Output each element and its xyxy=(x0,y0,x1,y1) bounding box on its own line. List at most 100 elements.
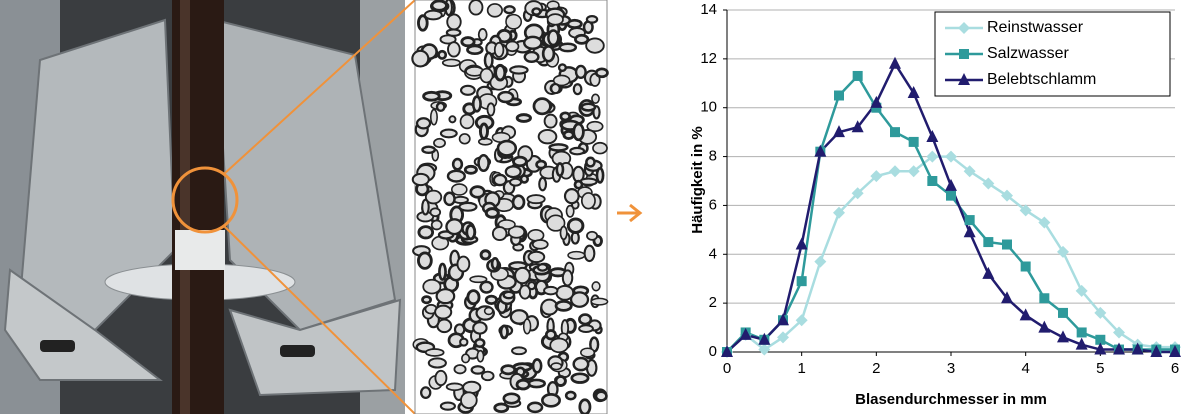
bubble xyxy=(462,380,482,395)
bubble xyxy=(477,28,488,42)
marker xyxy=(927,176,938,186)
bubble xyxy=(411,49,430,68)
bubble xyxy=(518,284,532,300)
bubble xyxy=(519,174,530,184)
marker xyxy=(945,178,957,191)
marker xyxy=(1075,284,1088,297)
bubble xyxy=(434,369,448,387)
bubble xyxy=(559,225,568,241)
bubble xyxy=(466,289,481,306)
marker xyxy=(1075,337,1088,350)
bubble xyxy=(493,402,510,414)
bubble xyxy=(586,230,599,241)
bubble xyxy=(459,113,475,130)
bubble xyxy=(458,133,471,145)
marker xyxy=(907,86,920,99)
x-tick-label: 3 xyxy=(947,360,955,377)
marker xyxy=(1058,307,1068,318)
bubble xyxy=(515,113,532,123)
marker xyxy=(964,215,975,226)
bubble xyxy=(490,256,500,271)
bubble xyxy=(555,284,575,301)
y-tick-label: 6 xyxy=(709,196,717,213)
marker xyxy=(852,70,863,81)
marker xyxy=(795,237,808,250)
bubble xyxy=(468,0,484,16)
bubble xyxy=(491,226,508,242)
bubble xyxy=(554,299,573,312)
bubble xyxy=(546,13,564,26)
bubble xyxy=(531,7,542,16)
bubble xyxy=(415,117,432,130)
bubble xyxy=(583,244,596,263)
bubble xyxy=(458,201,478,212)
marker xyxy=(982,266,995,279)
bubble xyxy=(469,185,486,199)
bubble xyxy=(439,401,456,411)
bubble xyxy=(509,65,529,75)
bubble xyxy=(547,29,560,47)
bubble xyxy=(424,189,443,205)
bubble xyxy=(549,337,569,354)
bubble xyxy=(434,304,453,320)
bubble xyxy=(562,129,575,141)
marker xyxy=(1039,293,1050,304)
bubble xyxy=(561,269,574,287)
bubble xyxy=(567,250,586,260)
bubble xyxy=(578,324,594,333)
y-tick-label: 4 xyxy=(709,245,717,262)
bubble xyxy=(446,13,462,31)
bubble xyxy=(514,266,531,285)
marker xyxy=(1020,261,1031,272)
bubble xyxy=(496,139,518,157)
bubble xyxy=(505,40,520,53)
marker xyxy=(777,331,789,344)
bubble xyxy=(461,353,471,364)
bubble xyxy=(421,295,432,305)
marker xyxy=(814,144,827,157)
bubble xyxy=(527,250,546,264)
bubble xyxy=(508,177,523,187)
bubble xyxy=(493,41,505,58)
bubble xyxy=(511,155,528,168)
bubble xyxy=(424,348,445,357)
x-tick-label: 2 xyxy=(872,360,880,377)
marker xyxy=(1113,342,1125,355)
legend-label: Belebtschlamm xyxy=(987,71,1096,88)
marker xyxy=(889,56,901,69)
bubble xyxy=(554,375,567,387)
bubble xyxy=(557,63,567,72)
bubble xyxy=(591,93,600,104)
marker xyxy=(814,255,827,268)
x-tick-label: 0 xyxy=(723,360,731,377)
arrow xyxy=(617,203,643,223)
marker xyxy=(908,136,919,147)
bubble xyxy=(435,101,446,113)
legend-label: Reinstwasser xyxy=(987,19,1084,36)
bubble xyxy=(486,3,503,18)
marker xyxy=(1057,330,1069,343)
marker xyxy=(926,130,939,143)
bubble xyxy=(578,313,593,326)
bubble xyxy=(479,67,494,84)
bubble xyxy=(438,262,447,281)
bubble xyxy=(548,143,569,152)
legend-marker xyxy=(958,22,970,34)
bubble xyxy=(459,337,469,347)
marker xyxy=(946,190,956,201)
bubble xyxy=(451,157,464,171)
bubble xyxy=(477,154,490,173)
marker xyxy=(963,165,976,178)
bubble xyxy=(552,74,571,87)
bubble xyxy=(580,192,596,210)
bubble xyxy=(570,372,590,384)
bubble xyxy=(448,115,457,124)
y-tick-label: 14 xyxy=(700,1,717,18)
x-tick-label: 4 xyxy=(1021,360,1029,377)
legend-label: Salzwasser xyxy=(987,45,1069,62)
marker xyxy=(1001,291,1013,304)
y-tick-label: 2 xyxy=(709,294,717,311)
bubble xyxy=(543,285,559,296)
bubble xyxy=(430,0,449,12)
bubble xyxy=(590,297,609,306)
